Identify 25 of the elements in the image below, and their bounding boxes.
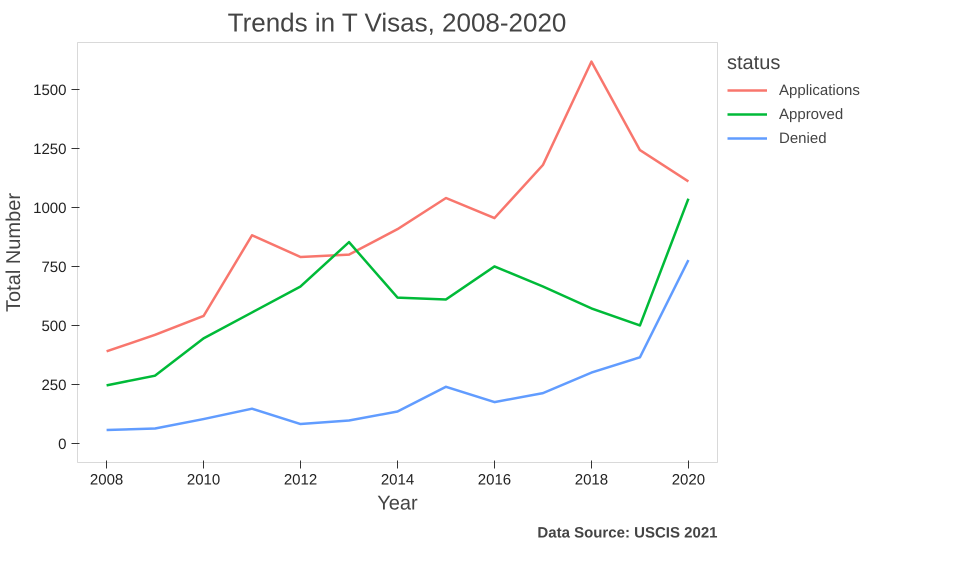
x-tick-label: 2008: [90, 472, 124, 488]
legend-label: Applications: [779, 82, 860, 98]
x-tick-label: 2020: [672, 472, 706, 488]
line-series: [105, 197, 690, 387]
line-series: [105, 258, 690, 432]
legend-title: status: [727, 52, 782, 75]
line-series: [105, 60, 690, 353]
x-tick-label: 2018: [574, 472, 608, 488]
y-tick-label: 750: [41, 258, 67, 276]
y-axis-title: Total Number: [3, 192, 26, 312]
y-tick-label: 250: [41, 376, 67, 394]
y-tick-label: 500: [41, 318, 67, 335]
y-tick-label: 0: [58, 436, 66, 453]
x-tick-label: 2014: [380, 472, 414, 488]
y-tick-label: 1500: [33, 82, 67, 99]
x-tick-label: 2016: [478, 472, 512, 488]
y-tick-label: 1000: [33, 200, 67, 217]
x-tick-label: 2010: [186, 472, 220, 488]
legend-label: Approved: [779, 106, 844, 122]
x-tick-label: 2012: [284, 472, 318, 488]
chart-title: Trends in T Visas, 2008-2020: [228, 8, 566, 38]
x-axis-title: Year: [377, 492, 418, 514]
source-note: Data Source: USCIS 2021: [537, 524, 718, 542]
y-tick-label: 1250: [33, 140, 67, 158]
legend-label: Denied: [779, 130, 827, 146]
